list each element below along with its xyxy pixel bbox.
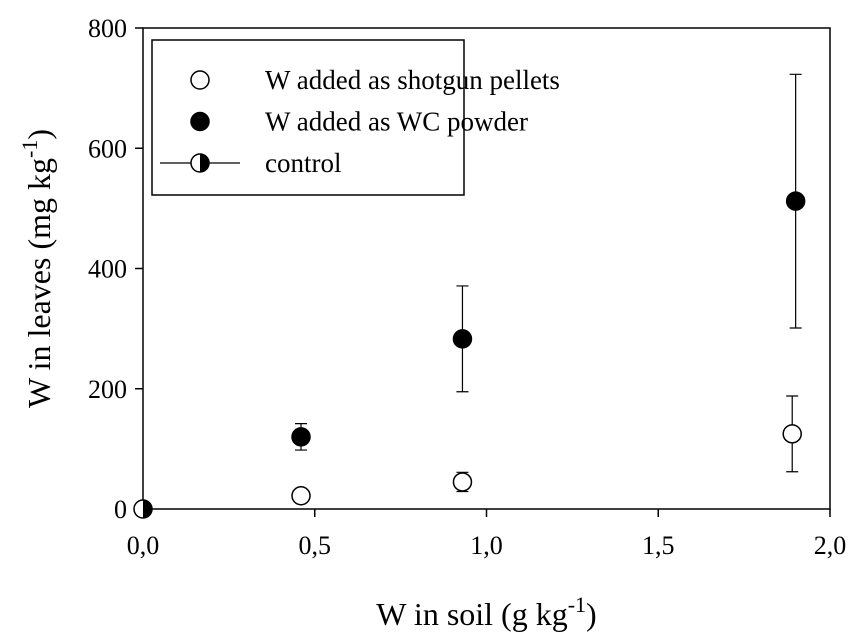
y-tick-label: 0: [114, 495, 127, 524]
marker: [452, 472, 473, 492]
marker: [133, 499, 153, 519]
y-tick-label: 600: [88, 134, 127, 163]
marker: [785, 191, 806, 211]
marker: [291, 486, 311, 506]
ylabel-label-text: W in leaves (mg kg: [21, 158, 57, 408]
y-tick-label: 400: [88, 255, 127, 284]
legend-text: W added as shotgun pellets: [265, 65, 560, 95]
y-tick-label: 200: [88, 375, 127, 404]
x-tick-label: 1,5: [642, 531, 675, 560]
legend-text: control: [265, 148, 341, 178]
marker: [782, 424, 802, 444]
legend-text: W added as WC powder: [265, 107, 528, 137]
x-tick-label: 0,0: [127, 531, 160, 560]
xlabel-label-tail: ): [586, 596, 597, 632]
marker-half-fill: [143, 500, 152, 518]
marker-half-fill: [200, 154, 209, 172]
xlabel-label-text: W in soil (g kg: [376, 596, 567, 632]
marker: [452, 329, 473, 349]
x-tick-label: 2,0: [814, 531, 847, 560]
ylabel-label-tail: ): [21, 129, 57, 140]
y-tick-label: 800: [88, 14, 127, 43]
x-tick-label: 0,5: [299, 531, 332, 560]
marker: [190, 111, 210, 132]
marker: [190, 153, 210, 173]
x-tick-label: 1,0: [470, 531, 503, 560]
marker: [291, 427, 311, 447]
ylabel-label-sup: -1: [17, 140, 42, 158]
marker: [190, 70, 210, 90]
xlabel-label: W in soil (g kg-1): [376, 592, 596, 632]
ylabel-label: W in leaves (mg kg-1): [17, 129, 57, 408]
xlabel-label-sup: -1: [568, 592, 586, 617]
